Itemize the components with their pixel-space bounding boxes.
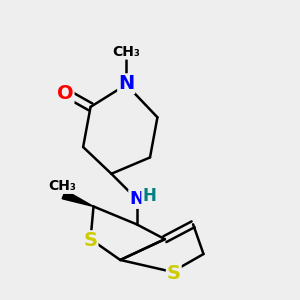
Polygon shape <box>62 190 94 206</box>
Text: N: N <box>129 190 144 208</box>
Text: N: N <box>118 74 134 93</box>
Text: CH₃: CH₃ <box>112 45 140 59</box>
Text: S: S <box>167 264 181 283</box>
Text: CH₃: CH₃ <box>48 179 76 193</box>
Text: S: S <box>84 231 98 250</box>
Text: O: O <box>57 84 74 103</box>
Text: H: H <box>142 187 156 205</box>
